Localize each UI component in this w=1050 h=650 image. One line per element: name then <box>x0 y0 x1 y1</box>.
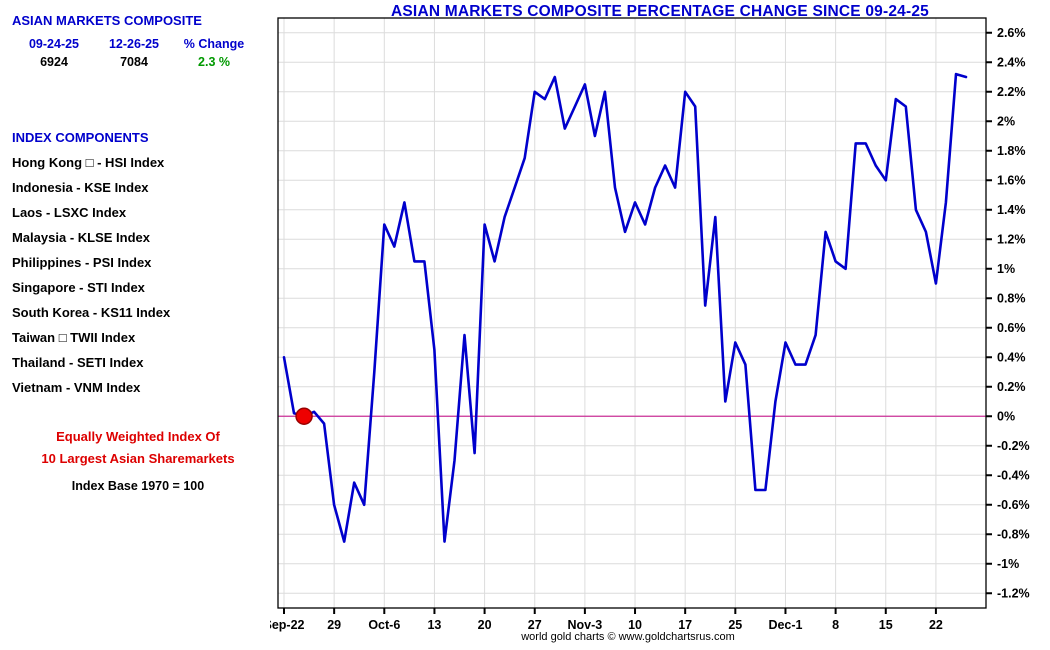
y-axis-label: -1.2% <box>997 586 1030 600</box>
stats-header-row: 09-24-25 12-26-25 % Change <box>14 37 254 51</box>
composite-heading: ASIAN MARKETS COMPOSITE <box>12 13 202 28</box>
list-item: Indonesia - KSE Index <box>12 180 149 195</box>
list-item: South Korea - KS11 Index <box>12 305 171 320</box>
ten-largest-note: 10 Largest Asian Sharemarkets <box>41 451 235 466</box>
x-axis-label: Dec-1 <box>768 618 802 632</box>
list-item: Thailand - SETI Index <box>12 355 144 370</box>
x-axis-label: 29 <box>327 618 341 632</box>
x-axis-label: Nov-3 <box>568 618 603 632</box>
y-axis-label: 1.4% <box>997 203 1026 217</box>
x-axis-label: 20 <box>478 618 492 632</box>
composite-series-line <box>282 72 968 543</box>
chart-source-caption: world gold charts © www.goldchartsrus.co… <box>521 631 735 643</box>
x-axis-label: 27 <box>528 618 542 632</box>
y-axis-label: 0.6% <box>997 321 1026 335</box>
y-axis-label: 1.2% <box>997 232 1026 246</box>
y-axis-label: 1.8% <box>997 144 1026 158</box>
x-axis-label: 15 <box>879 618 893 632</box>
y-axis-label: 2.2% <box>997 85 1026 99</box>
x-axis-label: 17 <box>678 618 692 632</box>
y-axis-label: 1% <box>997 262 1015 276</box>
y-axis-label: 2.6% <box>997 26 1026 40</box>
page-title: ASIAN MARKETS COMPOSITE PERCENTAGE CHANG… <box>391 3 929 20</box>
x-axis-label: Sep-22 <box>270 618 305 632</box>
x-axis-label: 13 <box>427 618 441 632</box>
pct-change-value: 2.3 % <box>198 55 230 69</box>
x-axis-label: Oct-6 <box>368 618 400 632</box>
list-item: Philippines - PSI Index <box>12 255 152 270</box>
list-item: Laos - LSXC Index <box>12 205 127 220</box>
end-value: 7084 <box>120 55 148 69</box>
index-base-note: Index Base 1970 = 100 <box>71 479 205 493</box>
list-item: Malaysia - KLSE Index <box>12 230 150 245</box>
x-axis-label: 25 <box>728 618 742 632</box>
y-axis-label: 0.8% <box>997 291 1026 305</box>
end-date-label: 12-26-25 <box>108 37 160 51</box>
y-axis-label: 0.2% <box>997 380 1026 394</box>
composite-line-chart: 2.6% 2.4% 2.2% 2% 1.8% 1.6% 1.4% 1.2% 1% 0.8% 0.6%… <box>270 17 1030 632</box>
start-date-marker <box>295 407 313 425</box>
y-axis-label: 2.4% <box>997 55 1026 69</box>
list-item: Taiwan □ TWII Index <box>12 330 136 345</box>
y-axis-label: -0.8% <box>997 527 1030 541</box>
list-item: Singapore - STI Index <box>12 280 145 295</box>
plot-border <box>277 17 987 609</box>
stats-value-row: 6924 7084 2.3 % <box>14 55 254 69</box>
x-axis-label: 10 <box>628 618 642 632</box>
y-axis-label: 1.6% <box>997 173 1026 187</box>
x-axis-label: 8 <box>832 618 839 632</box>
list-item: Hong Kong □ - HSI Index <box>12 155 165 170</box>
y-axis-label: -0.6% <box>997 498 1030 512</box>
index-components-heading: INDEX COMPONENTS <box>12 130 149 145</box>
equally-weighted-note: Equally Weighted Index Of <box>56 429 220 444</box>
y-axis-label: -0.4% <box>997 468 1030 482</box>
start-value: 6924 <box>40 55 68 69</box>
y-axis-label: -0.2% <box>997 439 1030 453</box>
y-axis-label: -1% <box>997 557 1019 571</box>
x-axis-label: 22 <box>929 618 943 632</box>
start-date-label: 09-24-25 <box>28 37 80 51</box>
y-axis-label: 0.4% <box>997 350 1026 364</box>
pct-change-label: % Change <box>183 37 245 51</box>
y-axis-label: 2% <box>997 114 1015 128</box>
list-item: Vietnam - VNM Index <box>12 380 141 395</box>
y-axis-label: 0% <box>997 409 1015 423</box>
